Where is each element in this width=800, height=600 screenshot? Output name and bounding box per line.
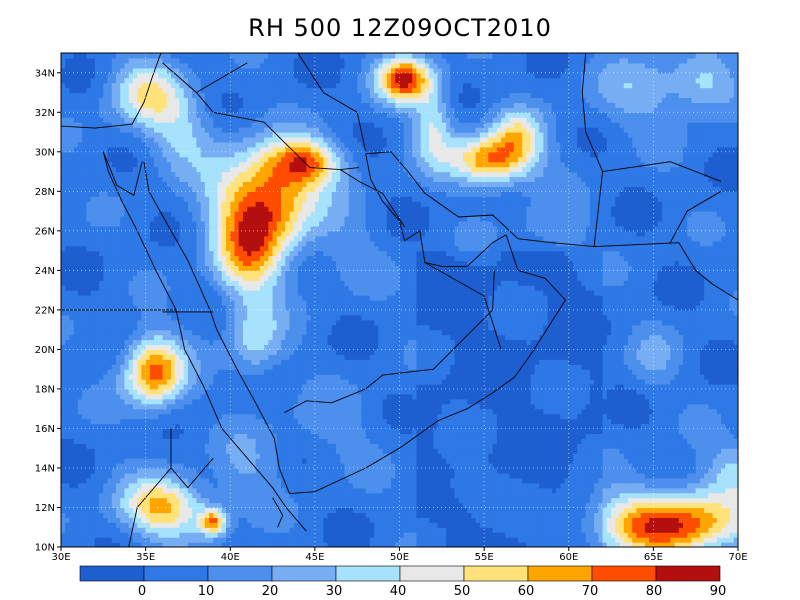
colorbar-swatch — [591, 565, 657, 582]
x-tick-label: 40E — [221, 552, 240, 563]
x-tick-label: 55E — [475, 552, 494, 563]
colorbar-label: 50 — [454, 584, 471, 599]
x-tick-label: 50E — [390, 552, 409, 563]
y-tick-label: 30N — [35, 147, 55, 158]
y-tick-label: 24N — [35, 266, 55, 277]
x-tick-label: 65E — [644, 552, 663, 563]
colorbar-label: 80 — [646, 584, 663, 599]
colorbar-label: 20 — [262, 584, 279, 599]
colorbar-label: 70 — [582, 584, 599, 599]
colorbar-label: 30 — [326, 584, 343, 599]
coastlines — [61, 53, 738, 547]
x-tick-label: 35E — [136, 552, 155, 563]
x-tick-label: 30E — [51, 552, 70, 563]
colorbar-label: 0 — [138, 584, 146, 599]
y-tick-label: 32N — [35, 108, 55, 119]
y-tick-label: 10N — [35, 543, 55, 554]
colorbar-swatch — [399, 565, 465, 582]
y-tick-label: 28N — [35, 187, 55, 198]
colorbar-swatch — [463, 565, 529, 582]
y-tick-label: 12N — [35, 503, 55, 514]
y-tick-label: 26N — [35, 226, 55, 237]
rh-field — [61, 53, 738, 547]
colorbar-swatch — [655, 565, 721, 582]
colorbar-label: 60 — [518, 584, 535, 599]
x-tick-label: 70E — [728, 552, 747, 563]
colorbar: 0 10 20 30 40 50 60 70 80 90 — [79, 565, 727, 599]
y-tick-label: 14N — [35, 463, 55, 474]
y-tick-label: 20N — [35, 345, 55, 356]
y-axis-ticks: 10N 12N 14N 16N 18N 20N 22N 24N 26N 28N 30N 32N 34N — [35, 68, 61, 554]
y-tick-label: 16N — [35, 424, 55, 435]
colorbar-label: 10 — [198, 584, 215, 599]
y-tick-label: 22N — [35, 305, 55, 316]
x-tick-label: 60E — [559, 552, 578, 563]
y-tick-label: 34N — [35, 68, 55, 79]
x-tick-label: 45E — [305, 552, 324, 563]
colorbar-swatch — [79, 565, 145, 582]
colorbar-swatch — [335, 565, 401, 582]
gridlines — [61, 53, 738, 547]
y-tick-label: 18N — [35, 384, 55, 395]
colorbar-label: 90 — [710, 584, 727, 599]
map-title: RH 500 12Z09OCT2010 — [248, 14, 552, 42]
colorbar-swatch — [527, 565, 593, 582]
colorbar-label: 40 — [390, 584, 407, 599]
colorbar-swatch — [271, 565, 337, 582]
colorbar-swatch — [143, 565, 209, 582]
x-axis-ticks: 30E 35E 40E 45E 50E 55E 60E 65E 70E — [51, 547, 748, 563]
colorbar-swatch — [207, 565, 273, 582]
